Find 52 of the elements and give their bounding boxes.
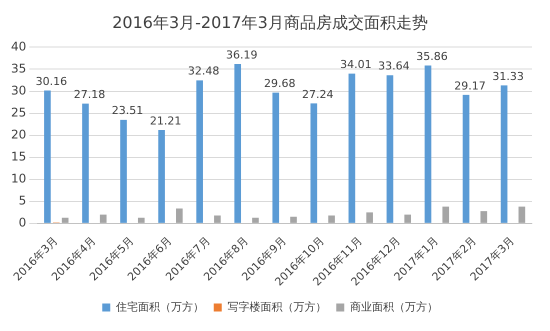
bar xyxy=(386,75,394,223)
bar xyxy=(480,211,488,223)
bar xyxy=(62,218,69,223)
y-tick-label: 40 xyxy=(10,39,26,54)
bar xyxy=(348,74,356,223)
y-tick-label: 5 xyxy=(18,194,26,208)
data-label: 35.86 xyxy=(416,50,448,63)
bar xyxy=(290,216,297,223)
y-tick-label: 25 xyxy=(10,105,26,120)
bar xyxy=(234,64,242,223)
data-label: 31.33 xyxy=(492,70,524,83)
bar xyxy=(310,103,318,223)
data-label: 32.48 xyxy=(188,64,220,78)
bar xyxy=(518,206,526,223)
bar xyxy=(44,90,51,223)
y-tick-label: 10 xyxy=(10,171,26,186)
data-label: 29.68 xyxy=(264,77,296,90)
data-label: 29.17 xyxy=(454,79,486,92)
data-label: 21.21 xyxy=(150,114,182,128)
bar xyxy=(424,65,432,223)
bar xyxy=(462,94,470,223)
legend-label: 写字楼面积（万方） xyxy=(227,300,326,314)
bar xyxy=(138,218,145,223)
data-label: 27.24 xyxy=(302,88,334,101)
data-label: 23.51 xyxy=(112,104,144,118)
y-tick-label: 15 xyxy=(10,149,26,164)
bar xyxy=(404,214,412,223)
bar xyxy=(442,206,450,223)
data-label: 27.18 xyxy=(74,88,106,102)
y-tick-label: 30 xyxy=(10,83,26,98)
legend-label: 住宅面积（万方） xyxy=(116,300,204,314)
chart-title: 2016年3月-2017年3月商品房成交面积走势 xyxy=(112,12,428,32)
bar xyxy=(328,215,335,223)
bar xyxy=(100,214,107,223)
bar xyxy=(272,92,280,223)
legend-label: 商业面积（万方） xyxy=(350,300,438,314)
data-label: 34.01 xyxy=(340,58,372,71)
data-label: 30.16 xyxy=(36,74,68,88)
bar xyxy=(120,120,127,223)
data-label: 36.19 xyxy=(226,48,258,62)
bar xyxy=(500,85,508,223)
data-label: 33.64 xyxy=(378,60,410,73)
y-tick-label: 35 xyxy=(10,61,26,76)
bar xyxy=(366,212,373,223)
bar xyxy=(196,80,203,223)
y-tick-label: 20 xyxy=(10,127,26,142)
bar xyxy=(82,104,89,223)
y-tick-label: 0 xyxy=(18,216,26,230)
bar xyxy=(214,215,221,223)
bar xyxy=(158,130,165,223)
bar xyxy=(252,218,259,223)
bar xyxy=(176,208,183,223)
